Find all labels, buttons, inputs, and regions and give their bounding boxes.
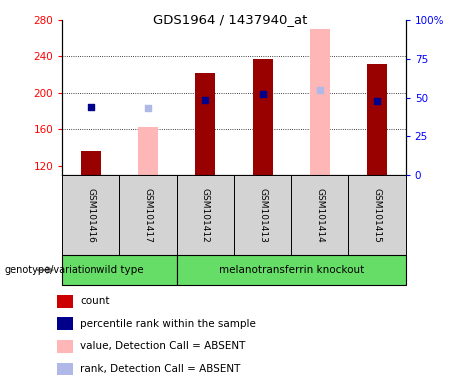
Bar xyxy=(195,73,215,175)
Bar xyxy=(177,175,234,255)
Text: count: count xyxy=(81,296,110,306)
Text: GSM101413: GSM101413 xyxy=(258,187,267,242)
Bar xyxy=(349,175,406,255)
Point xyxy=(87,104,95,110)
Text: GDS1964 / 1437940_at: GDS1964 / 1437940_at xyxy=(154,13,307,26)
Text: genotype/variation: genotype/variation xyxy=(5,265,97,275)
Point xyxy=(144,105,152,111)
Text: GSM101416: GSM101416 xyxy=(86,187,95,242)
Point xyxy=(316,87,324,93)
Bar xyxy=(138,127,158,175)
Text: rank, Detection Call = ABSENT: rank, Detection Call = ABSENT xyxy=(81,364,241,374)
Bar xyxy=(367,64,387,175)
Point xyxy=(373,98,381,104)
Point xyxy=(259,91,266,97)
Text: GSM101414: GSM101414 xyxy=(315,188,325,242)
Bar xyxy=(119,175,177,255)
Bar xyxy=(253,59,272,175)
Bar xyxy=(81,151,101,175)
Bar xyxy=(57,340,73,353)
Text: percentile rank within the sample: percentile rank within the sample xyxy=(81,319,256,329)
Bar xyxy=(57,318,73,330)
Bar xyxy=(62,255,177,285)
Bar xyxy=(62,175,119,255)
Text: GSM101415: GSM101415 xyxy=(372,187,382,242)
Bar xyxy=(57,362,73,375)
Bar xyxy=(57,295,73,308)
Text: value, Detection Call = ABSENT: value, Detection Call = ABSENT xyxy=(81,341,246,351)
Text: melanotransferrin knockout: melanotransferrin knockout xyxy=(219,265,364,275)
Bar xyxy=(291,175,349,255)
Bar xyxy=(310,29,330,175)
Text: GSM101417: GSM101417 xyxy=(143,187,153,242)
Text: GSM101412: GSM101412 xyxy=(201,188,210,242)
Bar xyxy=(234,175,291,255)
Point xyxy=(201,97,209,103)
Bar xyxy=(177,255,406,285)
Text: wild type: wild type xyxy=(96,265,143,275)
